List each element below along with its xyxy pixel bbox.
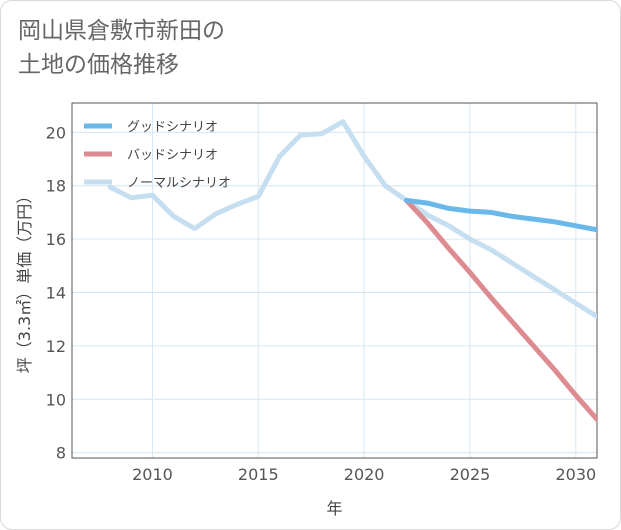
x-axis-label: 年 <box>326 499 342 518</box>
y-tick-label: 20 <box>46 123 66 142</box>
y-tick-label: 16 <box>46 230 66 249</box>
chart-title-line-2: 土地の価格推移 <box>18 52 179 78</box>
y-tick-label: 8 <box>56 444 66 463</box>
y-tick-label: 10 <box>46 390 66 409</box>
x-tick-label: 2020 <box>344 465 385 484</box>
x-tick-label: 2025 <box>450 465 491 484</box>
legend-label: バッドシナリオ <box>127 148 218 163</box>
series-line-normal <box>107 119 597 319</box>
plot-frame <box>71 102 598 459</box>
legend-label: グッドシナリオ <box>127 120 218 135</box>
chart-title-line-1: 岡山県倉敷市新田の <box>18 18 225 44</box>
y-tick-label: 12 <box>46 337 66 356</box>
series-line-good <box>404 197 597 233</box>
y-tick-label: 18 <box>46 177 66 196</box>
x-tick-label: 2015 <box>238 465 279 484</box>
series-line-bad <box>404 197 597 422</box>
y-axis-label: 坪（3.3㎡）単価（万円） <box>15 188 34 373</box>
chart-title: 岡山県倉敷市新田の 土地の価格推移 <box>18 14 438 82</box>
legend-label: ノーマルシナリオ <box>127 176 231 191</box>
x-tick-label: 2010 <box>132 465 173 484</box>
series-group <box>107 119 597 422</box>
x-tick-label: 2030 <box>555 465 596 484</box>
y-tick-label: 14 <box>46 284 66 303</box>
